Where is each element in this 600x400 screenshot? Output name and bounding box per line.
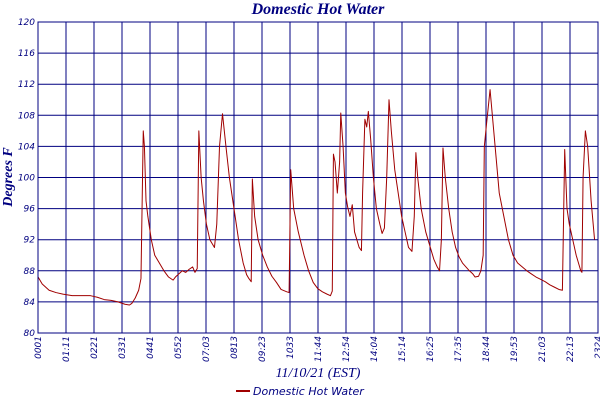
legend-label: Domestic Hot Water bbox=[253, 385, 365, 398]
y-tick-labels: 80 84 88 92 96 100 104 108 112 116 120 bbox=[18, 18, 35, 339]
x-tick-label: 21:03 bbox=[538, 336, 548, 362]
x-tick-label: 0221 bbox=[90, 336, 100, 359]
y-tick-label: 88 bbox=[24, 267, 36, 277]
y-tick-label: 80 bbox=[24, 329, 36, 339]
y-tick-label: 116 bbox=[18, 49, 35, 59]
y-tick-label: 84 bbox=[24, 298, 36, 308]
x-tick-label: 22:13 bbox=[566, 336, 576, 362]
chart-title: Domestic Hot Water bbox=[251, 1, 386, 18]
x-tick-label: 11:44 bbox=[314, 336, 324, 362]
x-tick-labels: 0001 01:11 0221 0331 0441 0552 07:03 0813 09:23 1… bbox=[34, 336, 600, 362]
x-tick-label: 01:11 bbox=[62, 336, 72, 362]
x-axis-label: 11/10/21 (EST) bbox=[276, 366, 361, 381]
x-tick-label: 18:44 bbox=[482, 336, 492, 362]
x-tick-label: 15:14 bbox=[398, 336, 408, 362]
x-tick-label: 19:53 bbox=[510, 336, 520, 362]
x-tick-label: 0331 bbox=[118, 336, 128, 359]
x-tick-label: 14:04 bbox=[370, 336, 380, 362]
x-tick-label: 07:03 bbox=[202, 336, 212, 362]
y-tick-label: 92 bbox=[24, 236, 36, 246]
y-axis-label: Degrees F bbox=[1, 147, 16, 208]
y-tick-label: 112 bbox=[18, 80, 35, 90]
x-tick-label: 17:35 bbox=[454, 336, 464, 362]
x-tick-label: 0441 bbox=[146, 336, 156, 359]
y-tick-label: 108 bbox=[18, 111, 35, 121]
y-tick-label: 96 bbox=[24, 205, 36, 215]
series-line-domestic-hot-water bbox=[37, 89, 596, 306]
series-group bbox=[37, 89, 596, 306]
y-tick-label: 120 bbox=[18, 18, 35, 28]
x-tick-label: 1033 bbox=[286, 336, 296, 359]
x-tick-label: 16:25 bbox=[426, 336, 436, 362]
x-tick-label: 0001 bbox=[34, 336, 44, 359]
y-tick-label: 104 bbox=[18, 142, 35, 152]
x-tick-label: 0552 bbox=[174, 336, 184, 359]
plot-border bbox=[37, 21, 599, 334]
legend: Domestic Hot Water bbox=[236, 385, 365, 398]
y-tick-label: 100 bbox=[18, 174, 35, 184]
x-tick-label: 09:23 bbox=[258, 336, 268, 362]
x-tick-label: 12:54 bbox=[342, 336, 352, 362]
x-tick-label: 2324 bbox=[594, 336, 600, 359]
x-tick-label: 0813 bbox=[230, 336, 240, 359]
grid bbox=[37, 21, 599, 334]
